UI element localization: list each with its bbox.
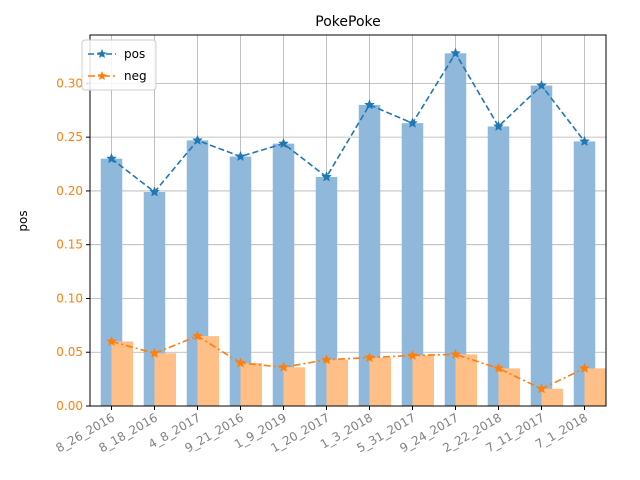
point-neg <box>364 351 375 363</box>
bar-neg <box>455 354 477 406</box>
bar-pos <box>315 176 338 406</box>
legend-marker-pos <box>97 49 107 59</box>
y-axis: 0.00 0.05 0.10 0.15 0.20 0.25 0.30 <box>56 76 90 413</box>
point-pos <box>149 186 160 197</box>
point-pos <box>106 152 117 164</box>
point-neg <box>536 383 547 394</box>
bar-pos <box>487 126 510 407</box>
point-neg <box>106 335 117 347</box>
point-neg <box>493 362 504 373</box>
point-pos <box>579 135 590 147</box>
bar-neg <box>111 341 133 406</box>
bar-pos <box>143 192 166 406</box>
bar-pos <box>401 123 424 406</box>
line-neg <box>111 335 585 390</box>
bar-neg <box>197 336 219 406</box>
point-neg <box>235 357 246 368</box>
point-pos <box>192 134 203 145</box>
y-tick-label: 0.00 <box>56 399 83 413</box>
point-pos <box>364 99 375 110</box>
bar-neg <box>584 368 606 406</box>
y-tick-label: 0.15 <box>56 238 83 252</box>
legend-label-pos: pos <box>124 47 145 61</box>
point-neg <box>450 348 461 359</box>
point-neg <box>407 349 418 361</box>
bar-neg <box>541 388 563 406</box>
point-pos <box>536 79 547 91</box>
legend: pos neg <box>81 39 157 91</box>
point-pos <box>278 137 289 149</box>
bar-pos <box>530 85 553 407</box>
point-neg <box>579 362 590 373</box>
legend-marker-neg <box>97 71 107 81</box>
point-neg <box>278 361 289 372</box>
point-pos <box>450 47 461 58</box>
bar-pos <box>358 104 381 406</box>
bar-neg <box>240 362 262 406</box>
point-neg <box>149 347 160 358</box>
point-neg <box>321 354 332 365</box>
legend-label-neg: neg <box>124 69 147 83</box>
line-pos <box>111 51 586 194</box>
x-axis: 8_26_20168_18_20164_8_20179_21_20161_9_2… <box>53 406 590 455</box>
bar-pos <box>444 53 467 406</box>
point-pos <box>235 150 246 162</box>
bar-pos <box>229 156 252 406</box>
point-pos <box>321 171 332 182</box>
bar-neg <box>412 355 434 406</box>
y-axis-label: pos <box>16 210 30 231</box>
grid <box>90 35 606 407</box>
chart-title: PokePoke <box>315 14 380 30</box>
bar-neg <box>498 368 520 406</box>
y-tick-label: 0.25 <box>56 130 83 144</box>
point-pos <box>407 117 418 128</box>
bar-pos <box>272 143 295 407</box>
bar-neg <box>283 367 305 406</box>
bar-pos <box>573 141 596 406</box>
point-pos <box>493 120 504 131</box>
bars <box>100 53 606 407</box>
point-neg <box>192 330 203 341</box>
plot-frame <box>89 34 607 407</box>
bar-neg <box>369 357 391 406</box>
y-tick-label: 0.30 <box>56 76 83 90</box>
y-tick-label: 0.20 <box>56 184 83 198</box>
y-tick-label: 0.10 <box>56 291 83 305</box>
y-tick-label: 0.05 <box>56 345 83 359</box>
bar-neg <box>326 359 348 406</box>
bar-neg <box>154 353 176 406</box>
series-lines <box>106 47 590 394</box>
